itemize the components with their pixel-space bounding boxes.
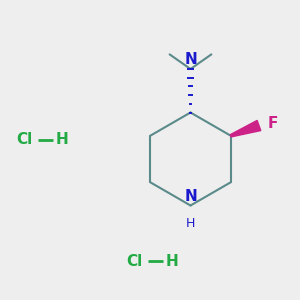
Text: Cl: Cl (126, 254, 142, 268)
Text: H: H (56, 132, 69, 147)
Text: Cl: Cl (16, 132, 33, 147)
Text: F: F (267, 116, 278, 131)
Text: H: H (186, 217, 195, 230)
Text: H: H (166, 254, 178, 268)
Text: N: N (184, 52, 197, 68)
Polygon shape (230, 120, 261, 137)
Text: N: N (184, 189, 197, 204)
